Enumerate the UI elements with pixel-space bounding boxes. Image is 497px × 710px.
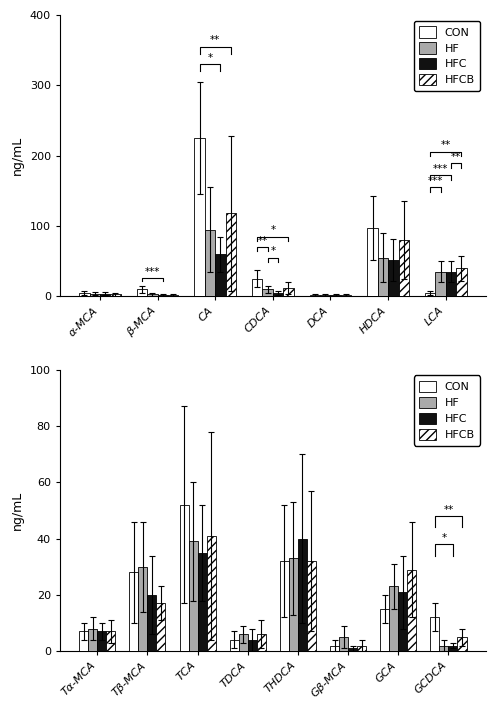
Text: ***: *** [428, 176, 443, 186]
Bar [106, 631, 115, 651]
Bar [389, 586, 398, 651]
Bar [100, 293, 110, 296]
Bar [230, 640, 239, 651]
Bar [137, 289, 147, 296]
Bar [79, 631, 88, 651]
Bar [408, 569, 416, 651]
Bar [341, 295, 351, 296]
Text: ***: *** [145, 267, 160, 277]
Bar [248, 640, 257, 651]
Legend: CON, HF, HFC, HFCB: CON, HF, HFC, HFCB [414, 21, 480, 91]
Bar [138, 567, 148, 651]
Bar [439, 645, 448, 651]
Bar [79, 293, 89, 296]
Bar [257, 634, 266, 651]
Bar [388, 260, 399, 296]
Text: *: * [441, 533, 446, 543]
Bar [458, 637, 467, 651]
Bar [280, 561, 289, 651]
Text: **: ** [257, 236, 267, 246]
Bar [129, 572, 138, 651]
Bar [307, 561, 316, 651]
Text: **: ** [210, 36, 220, 45]
Bar [179, 505, 188, 651]
Text: *: * [270, 246, 275, 256]
Bar [435, 272, 446, 296]
Bar [310, 295, 320, 296]
Bar [331, 295, 341, 296]
Text: *: * [207, 53, 213, 63]
Bar [147, 294, 158, 296]
Bar [367, 228, 378, 296]
Text: **: ** [451, 152, 461, 162]
Bar [215, 254, 226, 296]
Bar [226, 214, 236, 296]
Bar [157, 604, 166, 651]
Bar [194, 138, 205, 296]
Bar [205, 229, 215, 296]
Legend: CON, HF, HFC, HFCB: CON, HF, HFC, HFCB [414, 376, 480, 446]
Bar [273, 293, 283, 296]
Bar [456, 268, 467, 296]
Bar [188, 542, 198, 651]
Bar [239, 634, 248, 651]
Y-axis label: ng/mL: ng/mL [11, 136, 24, 175]
Bar [380, 609, 389, 651]
Bar [339, 637, 348, 651]
Bar [283, 288, 294, 296]
Bar [168, 295, 178, 296]
Bar [448, 645, 458, 651]
Text: **: ** [441, 140, 451, 150]
Bar [446, 272, 456, 296]
Bar [320, 295, 331, 296]
Bar [425, 293, 435, 296]
Text: ***: *** [433, 164, 448, 174]
Bar [97, 631, 106, 651]
Bar [110, 294, 121, 296]
Bar [158, 295, 168, 296]
Bar [298, 539, 307, 651]
Text: *: * [270, 225, 275, 235]
Bar [148, 595, 157, 651]
Bar [207, 536, 216, 651]
Bar [348, 648, 357, 651]
Bar [289, 558, 298, 651]
Bar [198, 552, 207, 651]
Bar [252, 279, 262, 296]
Bar [89, 293, 100, 296]
Bar [430, 618, 439, 651]
Bar [357, 645, 366, 651]
Bar [330, 645, 339, 651]
Bar [262, 289, 273, 296]
Text: **: ** [443, 505, 454, 515]
Bar [378, 258, 388, 296]
Y-axis label: ng/mL: ng/mL [11, 491, 24, 530]
Bar [399, 240, 409, 296]
Bar [88, 628, 97, 651]
Bar [398, 592, 408, 651]
